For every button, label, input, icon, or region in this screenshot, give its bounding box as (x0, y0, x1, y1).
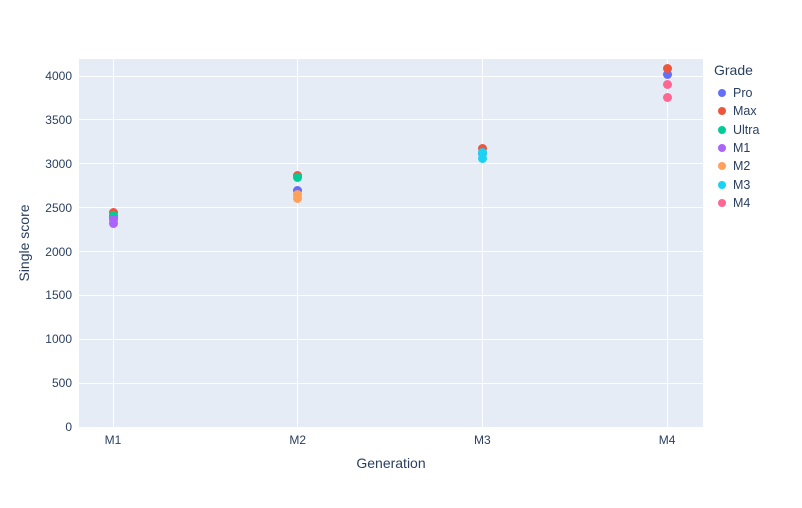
gridline-h (79, 75, 703, 77)
y-tick-label: 0 (65, 420, 72, 434)
y-tick-label: 500 (51, 376, 72, 391)
legend-item-label: M1 (733, 141, 751, 156)
x-axis-title: Generation (356, 455, 426, 471)
legend-marker-icon (718, 144, 726, 153)
gridline-v (297, 59, 299, 427)
y-tick-label: 1000 (45, 332, 72, 347)
legend-marker-icon (718, 89, 726, 98)
gridline-h (79, 426, 703, 428)
x-tick-label: M3 (474, 433, 491, 447)
y-axis-title: Single score (16, 204, 32, 282)
gridline-h (79, 207, 703, 209)
legend-item-Ultra[interactable]: Ultra (712, 121, 759, 139)
point-Ultra-M2[interactable] (293, 173, 303, 183)
gridline-v (112, 59, 114, 427)
legend-item-label: Max (733, 104, 757, 119)
gridline-h (79, 294, 703, 296)
gridline-h (79, 163, 703, 165)
y-tick-label: 3500 (45, 112, 72, 127)
legend-item-M2[interactable]: M2 (712, 157, 759, 175)
legend-item-M3[interactable]: M3 (712, 175, 759, 193)
point-Ultra-M1[interactable] (108, 210, 118, 220)
legend-item-Max[interactable]: Max (712, 102, 759, 120)
y-tick-label: 3000 (45, 156, 72, 171)
point-Max-M4[interactable] (662, 63, 672, 73)
legend-item-label: M3 (733, 177, 751, 192)
legend-marker-icon (718, 125, 726, 134)
point-Pro-M4[interactable] (662, 69, 672, 79)
plot-area[interactable] (79, 59, 703, 428)
y-tick-label: 2500 (45, 200, 72, 215)
x-tick-label: M4 (658, 433, 676, 447)
gridline-v (666, 59, 668, 427)
point-M2-M2[interactable] (293, 194, 303, 204)
gridline-v (481, 59, 483, 427)
legend-marker-icon (718, 180, 726, 189)
gridline-h (79, 251, 703, 252)
y-tick-label: 4000 (45, 69, 72, 84)
point-M1-M1[interactable] (108, 219, 118, 229)
x-tick-label: M2 (289, 433, 307, 447)
point-M3-M3[interactable] (477, 147, 487, 157)
legend: Grade Pro Max Ultra M1 M2 M3 M4 (712, 62, 759, 212)
gridline-h (79, 119, 703, 121)
x-tick-label: M1 (104, 433, 122, 447)
gridline-h (79, 338, 703, 340)
legend-items: Pro Max Ultra M1 M2 M3 M4 (712, 84, 759, 212)
y-tick-label: 1500 (45, 288, 72, 303)
legend-title: Grade (714, 62, 753, 78)
point-M3-M3[interactable] (477, 154, 487, 163)
gridline-h (79, 382, 703, 384)
point-M4-M4[interactable] (662, 80, 672, 90)
legend-marker-icon (718, 162, 726, 171)
legend-item-M1[interactable]: M1 (712, 139, 759, 157)
legend-item-Pro[interactable]: Pro (712, 84, 759, 102)
legend-item-label: M2 (733, 159, 751, 174)
legend-item-label: Ultra (733, 122, 760, 137)
legend-marker-icon (718, 198, 726, 207)
point-M4-M4[interactable] (662, 93, 672, 103)
legend-marker-icon (718, 107, 726, 116)
y-tick-label: 2000 (45, 244, 72, 259)
legend-item-label: Pro (733, 86, 753, 101)
legend-item-M4[interactable]: M4 (712, 194, 759, 212)
legend-item-label: M4 (733, 195, 751, 210)
